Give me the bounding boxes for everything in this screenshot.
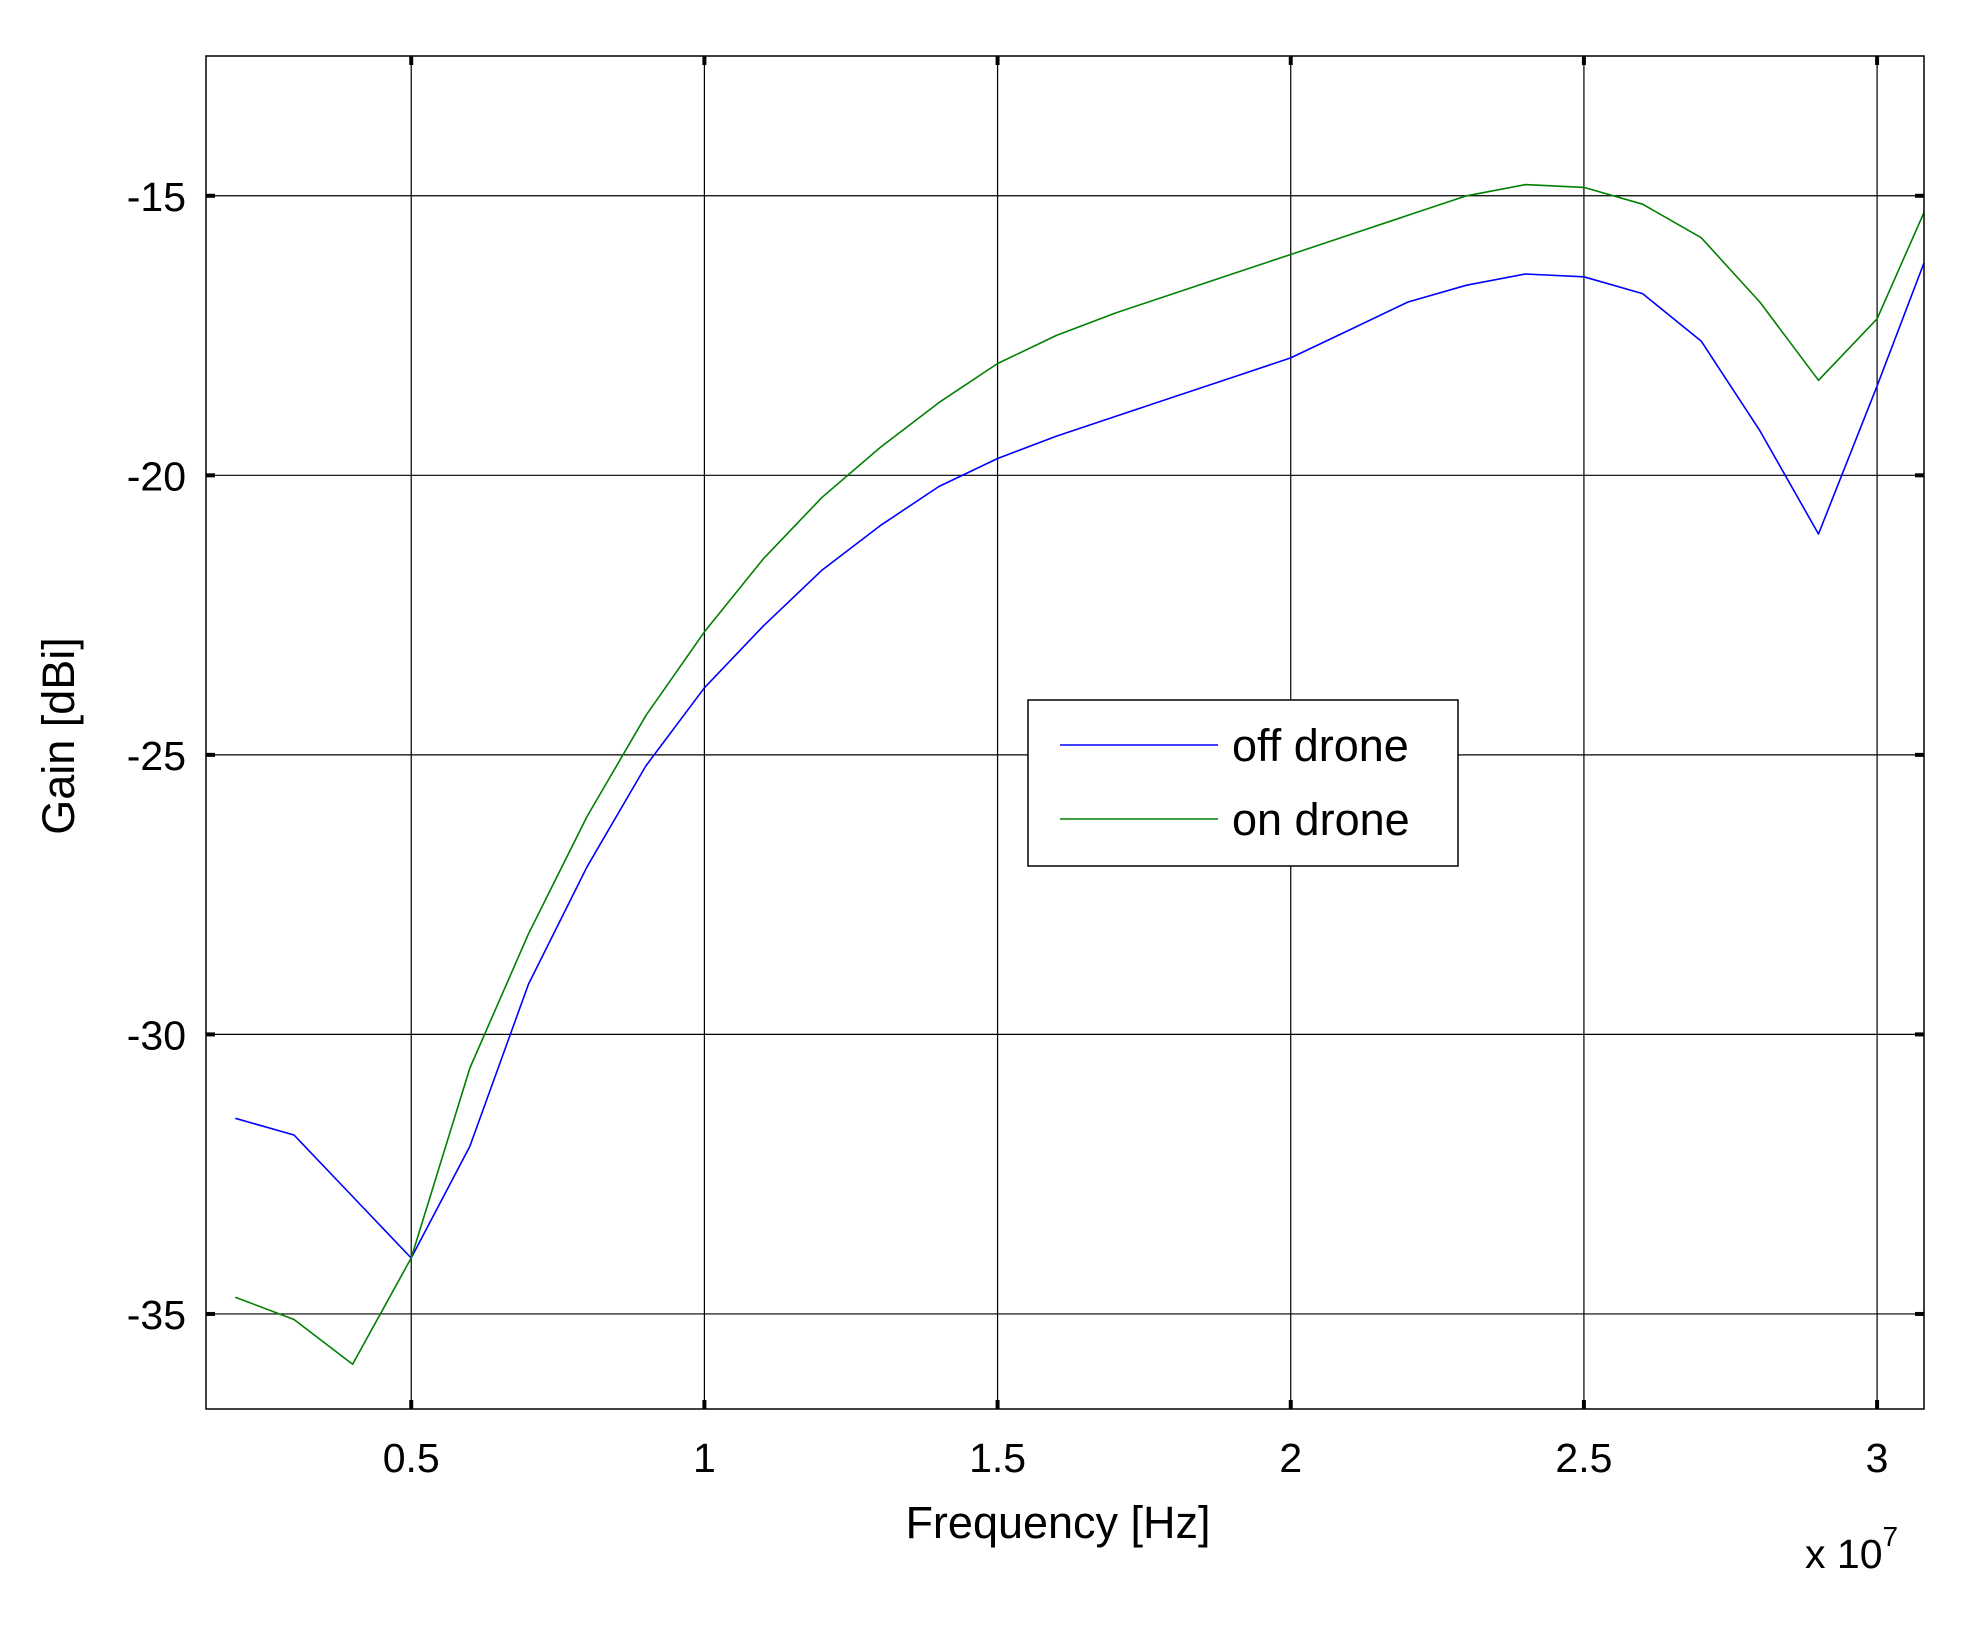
y-axis-label: Gain [dBi] xyxy=(33,637,84,835)
legend: off drone on drone xyxy=(1027,699,1459,867)
x-multiplier-prefix: x 10 xyxy=(1805,1531,1883,1577)
x-tick-label: 1.5 xyxy=(969,1435,1026,1481)
series-line-off-drone xyxy=(235,262,1925,1259)
y-tick-label: -35 xyxy=(127,1292,186,1338)
x-tick-label: 2.5 xyxy=(1555,1435,1612,1481)
series-line-on-drone xyxy=(235,183,1925,1366)
legend-label-on-drone: on drone xyxy=(1232,794,1410,845)
legend-label-off-drone: off drone xyxy=(1232,720,1409,771)
x-tick-label: 1 xyxy=(693,1435,716,1481)
x-axis-label: Frequency [Hz] xyxy=(905,1497,1210,1548)
y-tick-label: -30 xyxy=(127,1012,186,1058)
y-tick-label: -15 xyxy=(127,174,186,220)
plot-frame xyxy=(205,55,1925,1410)
grid xyxy=(206,56,1924,1409)
tick-labels: 0.5 1 1.5 2 2.5 3 -35 -30 -25 -20 -15 xyxy=(127,174,1889,1481)
x-tick-label: 2 xyxy=(1279,1435,1302,1481)
y-tick-label: -20 xyxy=(127,453,186,499)
series-layer xyxy=(235,183,1925,1366)
x-tick-label: 0.5 xyxy=(383,1435,440,1481)
legend-box xyxy=(1027,699,1459,867)
x-multiplier-exponent: 7 xyxy=(1883,1521,1899,1552)
x-multiplier: x 107 xyxy=(1805,1521,1898,1577)
y-tick-label: -25 xyxy=(127,733,186,779)
x-tick-label: 3 xyxy=(1866,1435,1889,1481)
ticks xyxy=(206,56,1924,1409)
